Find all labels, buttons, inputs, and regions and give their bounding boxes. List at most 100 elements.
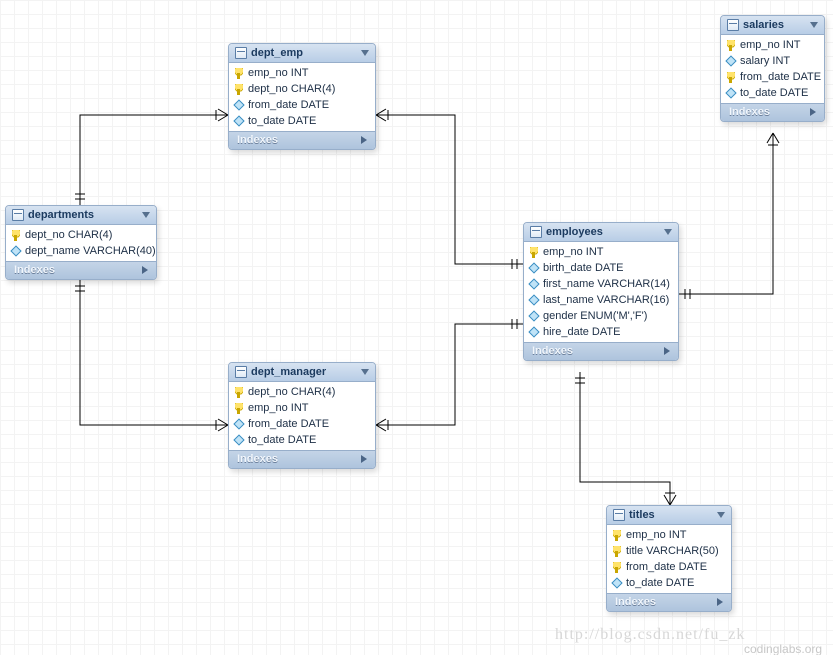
table-header[interactable]: dept_emp — [229, 44, 375, 63]
indexes-section[interactable]: Indexes — [229, 131, 375, 149]
key-icon — [235, 403, 243, 414]
key-icon — [235, 84, 243, 95]
diamond-icon — [528, 310, 539, 321]
diamond-icon — [611, 577, 622, 588]
table-dept_manager[interactable]: dept_manager dept_no CHAR(4) emp_no INTfro… — [228, 362, 376, 469]
column-label: to_date DATE — [248, 115, 316, 127]
table-column[interactable]: hire_date DATE — [524, 324, 678, 340]
chevron-right-icon — [810, 108, 816, 116]
column-label: hire_date DATE — [543, 326, 620, 338]
table-column[interactable]: emp_no INT — [607, 527, 731, 543]
table-columns: emp_no INT dept_no CHAR(4) from_date DATE t… — [229, 63, 375, 131]
table-column[interactable]: to_date DATE — [721, 85, 824, 101]
column-label: dept_no CHAR(4) — [25, 229, 112, 241]
table-header[interactable]: salaries — [721, 16, 824, 35]
chevron-down-icon[interactable] — [664, 229, 672, 235]
column-label: birth_date DATE — [543, 262, 624, 274]
table-header[interactable]: titles — [607, 506, 731, 525]
indexes-section[interactable]: Indexes — [524, 342, 678, 360]
table-column[interactable]: to_date DATE — [607, 575, 731, 591]
indexes-label: Indexes — [532, 345, 573, 357]
indexes-section[interactable]: Indexes — [607, 593, 731, 611]
column-label: dept_name VARCHAR(40) — [25, 245, 156, 257]
chevron-down-icon[interactable] — [361, 369, 369, 375]
table-column[interactable]: birth_date DATE — [524, 260, 678, 276]
table-column[interactable]: gender ENUM('M','F') — [524, 308, 678, 324]
chevron-down-icon[interactable] — [142, 212, 150, 218]
diamond-icon — [528, 326, 539, 337]
table-column[interactable]: from_date DATE — [229, 416, 375, 432]
table-icon — [613, 509, 625, 521]
column-label: dept_no CHAR(4) — [248, 83, 335, 95]
column-label: salary INT — [740, 55, 790, 67]
table-header[interactable]: departments — [6, 206, 156, 225]
table-column[interactable]: emp_no INT — [524, 244, 678, 260]
table-column[interactable]: title VARCHAR(50) — [607, 543, 731, 559]
diamond-icon — [233, 99, 244, 110]
table-title: salaries — [743, 19, 806, 31]
table-employees[interactable]: employees emp_no INT birth_date DATE first_… — [523, 222, 679, 361]
indexes-section[interactable]: Indexes — [721, 103, 824, 121]
chevron-down-icon[interactable] — [717, 512, 725, 518]
diamond-icon — [10, 245, 21, 256]
chevron-down-icon[interactable] — [361, 50, 369, 56]
key-icon — [613, 562, 621, 573]
indexes-section[interactable]: Indexes — [6, 261, 156, 279]
table-icon — [727, 19, 739, 31]
table-column[interactable]: salary INT — [721, 53, 824, 69]
table-departments[interactable]: departments dept_no CHAR(4) dept_name VARC… — [5, 205, 157, 280]
column-label: dept_no CHAR(4) — [248, 386, 335, 398]
table-column[interactable]: emp_no INT — [229, 400, 375, 416]
table-column[interactable]: from_date DATE — [607, 559, 731, 575]
table-title: titles — [629, 509, 713, 521]
table-column[interactable]: dept_no CHAR(4) — [229, 81, 375, 97]
table-column[interactable]: to_date DATE — [229, 113, 375, 129]
column-label: to_date DATE — [626, 577, 694, 589]
table-titles[interactable]: titles emp_no INT title VARCHAR(50) from_da… — [606, 505, 732, 612]
table-header[interactable]: employees — [524, 223, 678, 242]
table-columns: emp_no INT title VARCHAR(50) from_date DAT… — [607, 525, 731, 593]
chevron-down-icon[interactable] — [810, 22, 818, 28]
diamond-icon — [528, 294, 539, 305]
column-label: from_date DATE — [740, 71, 821, 83]
table-column[interactable]: emp_no INT — [721, 37, 824, 53]
table-column[interactable]: dept_no CHAR(4) — [6, 227, 156, 243]
table-column[interactable]: last_name VARCHAR(16) — [524, 292, 678, 308]
column-label: from_date DATE — [248, 99, 329, 111]
table-column[interactable]: from_date DATE — [721, 69, 824, 85]
watermark-csdn: http://blog.csdn.net/fu_zk — [555, 626, 745, 644]
table-column[interactable]: first_name VARCHAR(14) — [524, 276, 678, 292]
table-icon — [530, 226, 542, 238]
key-icon — [613, 546, 621, 557]
diamond-icon — [725, 55, 736, 66]
table-dept_emp[interactable]: dept_emp emp_no INT dept_no CHAR(4) from_da… — [228, 43, 376, 150]
indexes-section[interactable]: Indexes — [229, 450, 375, 468]
column-label: emp_no INT — [740, 39, 801, 51]
key-icon — [530, 247, 538, 258]
table-header[interactable]: dept_manager — [229, 363, 375, 382]
diamond-icon — [725, 87, 736, 98]
column-label: gender ENUM('M','F') — [543, 310, 647, 322]
column-label: emp_no INT — [248, 67, 309, 79]
table-column[interactable]: emp_no INT — [229, 65, 375, 81]
column-label: from_date DATE — [626, 561, 707, 573]
table-column[interactable]: from_date DATE — [229, 97, 375, 113]
table-column[interactable]: to_date DATE — [229, 432, 375, 448]
indexes-label: Indexes — [615, 596, 656, 608]
watermark-codinglabs: codinglabs.org — [744, 642, 822, 655]
diamond-icon — [528, 278, 539, 289]
table-salaries[interactable]: salaries emp_no INT salary INT from_date DA… — [720, 15, 825, 122]
table-column[interactable]: dept_no CHAR(4) — [229, 384, 375, 400]
table-title: employees — [546, 226, 660, 238]
table-columns: dept_no CHAR(4) emp_no INTfrom_date DATEt… — [229, 382, 375, 450]
table-columns: emp_no INT salary INT from_date DATE to_dat… — [721, 35, 824, 103]
key-icon — [727, 72, 735, 83]
key-icon — [235, 68, 243, 79]
key-icon — [235, 387, 243, 398]
table-column[interactable]: dept_name VARCHAR(40) — [6, 243, 156, 259]
column-label: emp_no INT — [626, 529, 687, 541]
table-columns: dept_no CHAR(4) dept_name VARCHAR(40) — [6, 225, 156, 261]
diamond-icon — [528, 262, 539, 273]
key-icon — [613, 530, 621, 541]
table-title: departments — [28, 209, 138, 221]
